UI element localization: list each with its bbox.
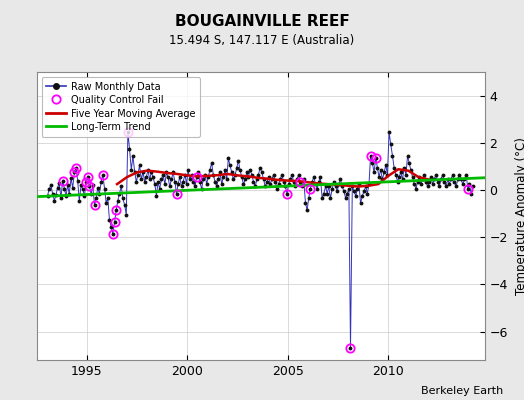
Y-axis label: Temperature Anomaly (°C): Temperature Anomaly (°C) [515, 137, 524, 295]
Text: 15.494 S, 147.117 E (Australia): 15.494 S, 147.117 E (Australia) [169, 34, 355, 47]
Text: BOUGAINVILLE REEF: BOUGAINVILLE REEF [174, 14, 350, 29]
Text: Berkeley Earth: Berkeley Earth [421, 386, 503, 396]
Legend: Raw Monthly Data, Quality Control Fail, Five Year Moving Average, Long-Term Tren: Raw Monthly Data, Quality Control Fail, … [41, 77, 200, 137]
